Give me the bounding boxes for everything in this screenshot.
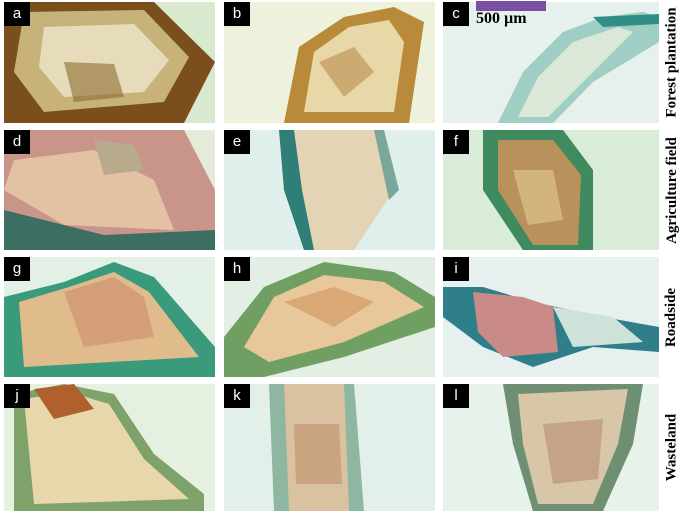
panel-h: h bbox=[224, 257, 435, 377]
tissue-image-c bbox=[443, 2, 659, 123]
tissue-image-h bbox=[224, 257, 435, 377]
tissue-image-b bbox=[224, 2, 435, 123]
scale-bar-label: 500 µm bbox=[476, 10, 527, 27]
row-label-forest-plantation: Forest plantation bbox=[663, 7, 680, 118]
tissue-image-i bbox=[443, 257, 659, 377]
panel-label-b: b bbox=[224, 2, 250, 26]
panel-label-a: a bbox=[4, 2, 30, 26]
panel-c: c bbox=[443, 2, 659, 123]
panel-label-h: h bbox=[224, 257, 250, 281]
panel-a: a bbox=[4, 2, 215, 123]
tissue-image-g bbox=[4, 257, 215, 377]
panel-label-k: k bbox=[224, 384, 250, 408]
panel-d: d bbox=[4, 130, 215, 250]
panel-label-j: j bbox=[4, 384, 30, 408]
panel-l: l bbox=[443, 384, 659, 511]
panel-f: f bbox=[443, 130, 659, 250]
panel-label-e: e bbox=[224, 130, 250, 154]
tissue-image-j bbox=[4, 384, 215, 511]
panel-g: g bbox=[4, 257, 215, 377]
panel-b: b bbox=[224, 2, 435, 123]
panel-label-l: l bbox=[443, 384, 469, 408]
tissue-image-l bbox=[443, 384, 659, 511]
row-label-wasteland: Wasteland bbox=[663, 413, 680, 482]
panel-j: j bbox=[4, 384, 215, 511]
panel-label-g: g bbox=[4, 257, 30, 281]
tissue-image-d bbox=[4, 130, 215, 250]
scale-bar bbox=[476, 1, 546, 11]
tissue-image-k bbox=[224, 384, 435, 511]
panel-label-i: i bbox=[443, 257, 469, 281]
panel-e: e bbox=[224, 130, 435, 250]
tissue-image-f bbox=[443, 130, 659, 250]
panel-label-f: f bbox=[443, 130, 469, 154]
panel-k: k bbox=[224, 384, 435, 511]
tissue-image-a bbox=[4, 2, 215, 123]
panel-label-c: c bbox=[443, 2, 469, 26]
row-label-roadside: Roadside bbox=[663, 287, 680, 347]
panel-i: i bbox=[443, 257, 659, 377]
panel-label-d: d bbox=[4, 130, 30, 154]
row-label-agriculture-field: Agriculture field bbox=[663, 136, 680, 244]
tissue-image-e bbox=[224, 130, 435, 250]
